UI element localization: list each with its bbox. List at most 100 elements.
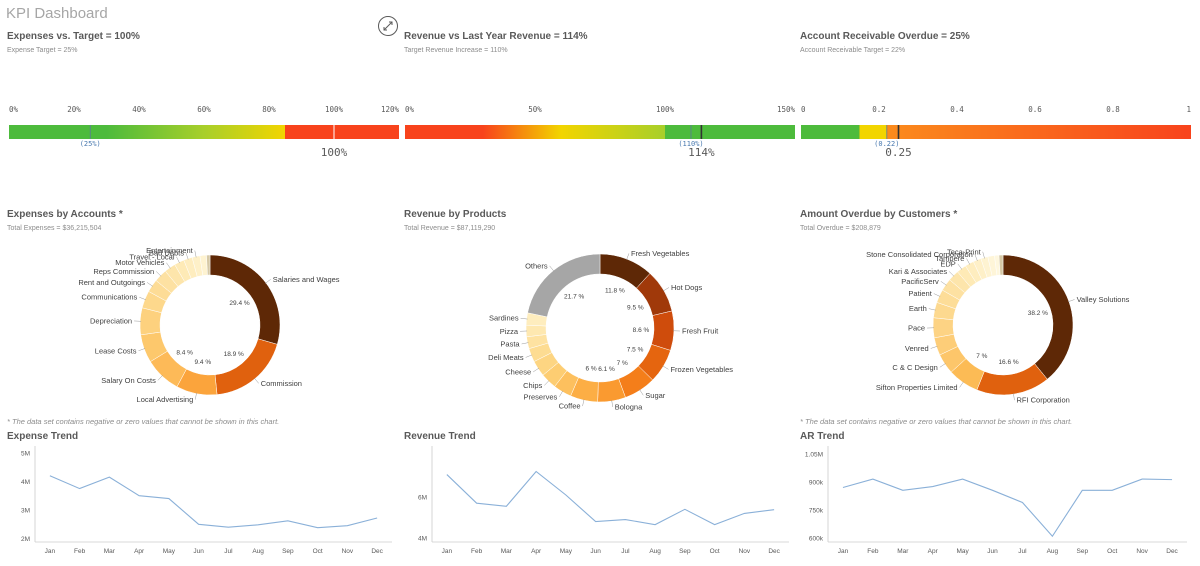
trend-x-tick-label: Dec [1166,548,1178,555]
gauge-tick-label: 0.4 [950,105,964,114]
trend-line [446,470,775,526]
gauge-target-label: (110%) [678,140,703,148]
expand-arrows-icon [383,21,393,31]
app-title: KPI Dashboard [6,5,108,22]
trend-x-tick-label: Jul [1018,548,1027,555]
trend-x-tick-label: Jan [45,548,56,555]
donut-leader-line [185,252,189,260]
expand-button[interactable] [378,16,398,36]
donut-slice-label: Frozen Vegetables [670,365,733,374]
trend-y-tick-label: 750k [809,508,824,515]
gauge-title-expenses: Expenses vs. Target = 100% [7,31,140,42]
trend-x-tick-label: Jun [590,548,601,555]
donut-slice-label: Fresh Vegetables [631,249,690,258]
donut-amount-overdue[interactable]: 38.2 % Valley Solutions 16.6 % RFI Corporat… [800,235,1195,415]
trend-y-tick-label: 5M [21,450,30,457]
donut-slice-label: Coffee [559,402,581,411]
donut-percent-label: 7.5 % [627,347,644,354]
donut-slice-label: EDP [940,259,955,268]
donut-slice-label: Hot Dogs [671,283,703,292]
donut-slice-label: Travel - Local [129,252,174,261]
gauge-expenses[interactable]: 0% 20% 40% 60% 80% 100% 120% (25%) 100% [7,100,402,162]
trend-x-tick-label: Jun [193,548,204,555]
trend-x-tick-label: Aug [649,548,661,555]
donut-leader-line [662,365,669,370]
donut-leader-line [195,392,197,400]
gauge-subtitle-revenue: Target Revenue Increase = 110% [404,47,508,54]
donut-slice-label: Motor Vehicles [115,258,164,267]
donut-slice-label: Chips [523,381,542,390]
donut-percent-label: 38.2 % [1028,310,1048,317]
trend-x-tick-label: Dec [371,548,383,555]
trend-x-tick-label: Mar [104,548,116,555]
trend-y-tick-label: 4M [418,535,427,542]
gauge-tick-label: 0% [9,105,19,114]
donut-slice-label: PacificServ [901,277,939,286]
gauge-tick-label: 100% [656,105,675,114]
donut-slice-label: Pasta [500,339,520,348]
gauge-tick-label: 120% [381,105,400,114]
trend-x-tick-label: Jan [442,548,453,555]
trend-x-tick-label: Jun [987,548,998,555]
trend-x-tick-label: May [163,548,176,555]
donut-leader-line [157,375,163,381]
donut-slice-label: Kari & Associates [889,267,948,276]
donut-leader-line [146,282,153,287]
donut-slice-label: Pace [908,324,925,333]
donut-subtitle-overdue: Total Overdue = $208,879 [800,225,881,232]
donut-subtitle-expenses: Total Expenses = $36,215,504 [7,225,102,232]
gauge-value-label: 100% [321,146,348,159]
trend-y-tick-label: 900k [809,479,824,486]
donut-slice [206,254,211,276]
trend-x-tick-label: May [956,548,969,555]
donut-title-overdue: Amount Overdue by Customers * [800,209,958,220]
donut-leader-line [521,342,529,345]
gauge-revenue[interactable]: 0% 50% 100% 150% (110%)114% [404,100,797,162]
gauge-ar[interactable]: 0 0.2 0.4 0.6 0.8 1 (0.22)0.25 [800,100,1195,162]
gauge-tick-label: 40% [132,105,146,114]
donut-slice-label: Fresh Fruit [682,327,719,336]
donut-slice-label: Sardines [489,314,519,323]
trend-y-tick-label: 6M [418,495,427,502]
gauge-red-band [285,125,399,139]
donut-leader-line [933,293,941,297]
donut-leader-line [626,253,630,261]
gauge-tick-label: 100% [325,105,344,114]
gauge-subtitle-expenses: Expense Target = 25% [7,47,78,54]
trend-expense[interactable]: 5M 4M 3M 2M Jan Feb Mar Apr May Jun Jul Aug Sep Oct No… [7,444,400,564]
donut-leader-line [966,258,971,265]
donut-leader-line [264,279,271,284]
donut-revenue-by-products[interactable]: 11.8 % Fresh Vegetables 9.5 % Hot Dogs 8.6 %… [404,235,797,420]
donut-leader-line [532,367,540,373]
gauge-tick-label: 150% [777,105,796,114]
gauge-tick-label: 0.6 [1028,105,1042,114]
donut-leader-line [1013,393,1015,401]
donut-leader-line [639,389,644,396]
donut-slice-label: Rent and Outgoings [78,278,145,287]
donut-leader-line [194,250,197,258]
trend-x-tick-label: Nov [342,548,354,555]
donut-slice [998,254,1004,276]
gauge-tick-label: 20% [67,105,81,114]
trend-y-tick-label: 3M [21,508,30,515]
trend-revenue[interactable]: 6M 4M Jan Feb Mar Apr May Jun Jul Aug Sep Oct Nov Dec [404,444,797,564]
trend-x-tick-label: May [560,548,573,555]
donut-slice-label: Salary On Costs [101,376,156,385]
donut-note-overdue: * The data set contains negative or zero… [800,417,1073,426]
trend-title-expense: Expense Trend [7,431,79,442]
donut-leader-line [155,271,162,277]
donut-note-expenses: * The data set contains negative or zero… [7,417,280,426]
trend-x-tick-label: Dec [768,548,780,555]
donut-leader-line [974,254,978,262]
gauge-tick-label: 1 [1186,105,1191,114]
trend-x-tick-label: Feb [471,548,483,555]
donut-slice-label: Pizza [500,327,519,336]
donut-expenses-by-accounts[interactable]: 29.4 % Salaries and Wages 18.9 % Commission… [7,235,400,415]
donut-percent-label: 6 % [585,366,596,373]
donut-percent-label: 7 % [976,353,987,360]
donut-percent-label: 21.7 % [564,294,584,301]
trend-line [842,478,1173,538]
trend-y-tick-label: 2M [21,536,30,543]
donut-leader-line [520,317,528,320]
trend-ar[interactable]: 1.05M 900k 750k 600k Jan Feb Mar Apr May Jun Jul Au… [800,444,1195,564]
